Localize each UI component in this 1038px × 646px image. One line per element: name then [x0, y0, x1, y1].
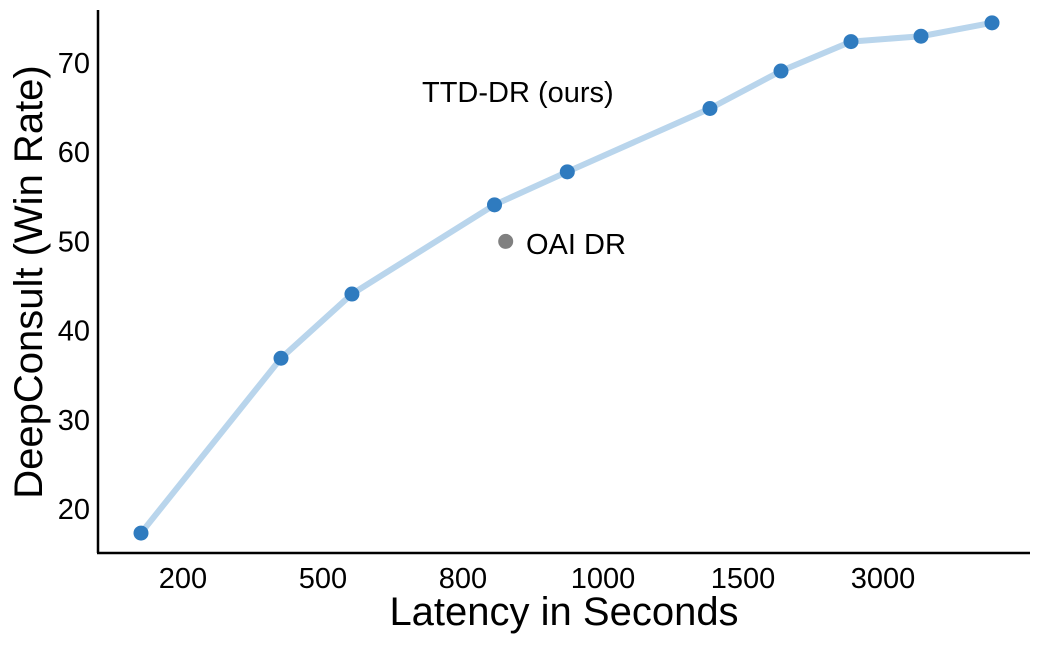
ttd-dr-point [273, 350, 289, 366]
ttd-dr-point [984, 15, 1000, 31]
y-tick-label: 60 [58, 137, 90, 169]
ttd-dr-point [773, 63, 789, 79]
x-tick-label: 1000 [571, 563, 636, 595]
y-tick-label: 50 [58, 226, 90, 258]
oai-dr-point [498, 233, 514, 249]
ttd-dr-line [138, 19, 996, 537]
x-axis-label: Latency in Seconds [389, 590, 738, 634]
ttd-dr-point [487, 197, 502, 213]
x-tick-label: 200 [159, 563, 207, 595]
ttd-dr-point [133, 525, 149, 541]
oai-dr-label: OAI DR [526, 229, 626, 261]
y-tick-label: 20 [58, 494, 90, 526]
x-tick-label: 1500 [711, 563, 776, 595]
ttd-dr-point [559, 164, 575, 180]
x-tick-label: 3000 [851, 563, 916, 595]
y-tick-label: 30 [58, 405, 90, 437]
ttd-dr-point [843, 34, 859, 50]
x-tick-label: 500 [299, 563, 347, 595]
ttd-dr-point [344, 286, 360, 302]
ttd-dr-label: TTD-DR (ours) [422, 77, 614, 109]
y-tick-label: 70 [58, 48, 90, 80]
ttd-dr-point [913, 28, 929, 44]
x-tick-label: 800 [439, 563, 487, 595]
y-axis-label: DeepConsult (Win Rate) [7, 65, 51, 499]
y-tick-label: 40 [58, 316, 90, 348]
ttd-dr-point [702, 100, 718, 116]
